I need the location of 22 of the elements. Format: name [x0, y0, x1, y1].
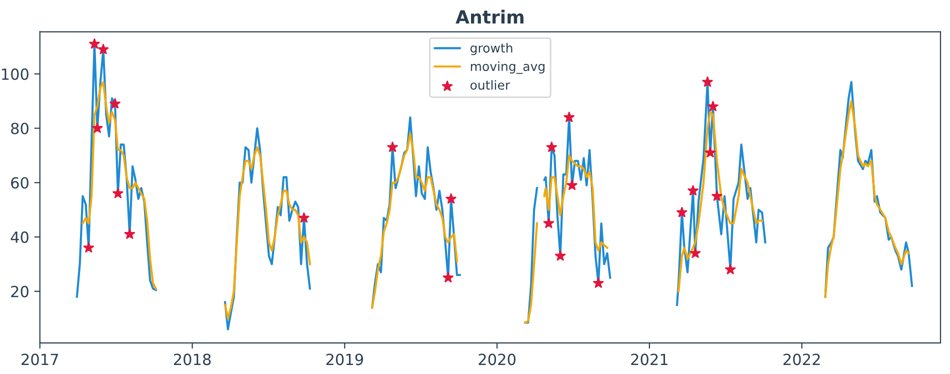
- x-tick-label: 2019: [326, 354, 364, 366]
- legend-label: outlier: [470, 80, 510, 90]
- point: [110, 98, 120, 108]
- legend-label: growth: [470, 43, 512, 56]
- y-tick-label: 100: [2, 68, 28, 80]
- x-tick-label: 2022: [784, 354, 820, 366]
- x-tick-label: 2018: [174, 354, 211, 366]
- x-tick-label: 2021: [631, 354, 668, 366]
- point: [92, 122, 103, 133]
- point: [112, 188, 124, 198]
- point: [124, 228, 136, 239]
- point: [98, 44, 109, 54]
- y-tick-label: 80: [11, 122, 28, 134]
- point: [83, 242, 94, 253]
- x-tick-label: 2017: [22, 354, 58, 366]
- chart-title: Antrim: [456, 10, 524, 24]
- x-tick-label: 2020: [478, 354, 516, 366]
- y-tick-label: 60: [11, 177, 28, 189]
- y-tick-label: 40: [10, 231, 28, 243]
- legend-label: moving_avg: [470, 61, 544, 74]
- y-tick-label: 20: [11, 286, 28, 298]
- point: [89, 38, 100, 49]
